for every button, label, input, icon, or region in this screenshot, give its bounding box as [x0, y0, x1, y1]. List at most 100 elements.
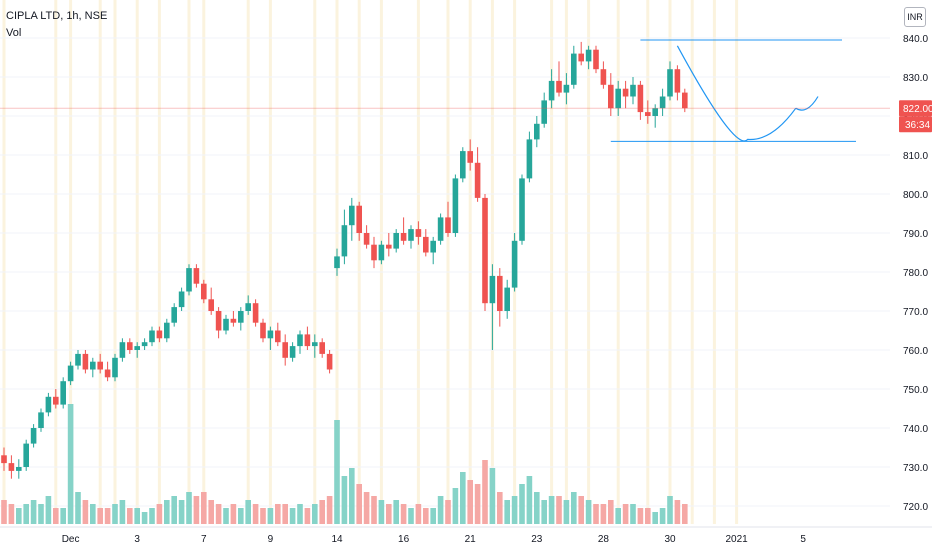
candle-body[interactable]: [60, 381, 66, 405]
candle-body[interactable]: [119, 342, 126, 358]
candle-body[interactable]: [430, 240, 436, 253]
candle-body[interactable]: [312, 342, 318, 347]
candle-body[interactable]: [400, 233, 407, 241]
candle-body[interactable]: [67, 365, 74, 382]
candle-body[interactable]: [326, 353, 333, 370]
candle-body[interactable]: [289, 346, 296, 358]
candle-body[interactable]: [600, 69, 607, 85]
candle-body[interactable]: [437, 217, 444, 241]
volume-indicator-label[interactable]: Vol: [6, 27, 22, 39]
candle-body[interactable]: [1, 455, 7, 464]
candle-body[interactable]: [652, 108, 658, 116]
candle-body[interactable]: [193, 268, 200, 284]
candle-body[interactable]: [674, 69, 681, 93]
candle-body[interactable]: [489, 275, 496, 304]
candle-body[interactable]: [201, 283, 207, 300]
candle-body[interactable]: [556, 80, 562, 93]
candle-body[interactable]: [423, 236, 429, 253]
candle-body[interactable]: [497, 275, 503, 311]
candle-body[interactable]: [319, 342, 325, 354]
candle-body[interactable]: [230, 318, 237, 323]
candle-body[interactable]: [682, 92, 688, 109]
candle-body[interactable]: [467, 151, 473, 163]
candle-body[interactable]: [393, 233, 399, 249]
candle-body[interactable]: [548, 80, 555, 101]
handle-projection-curve[interactable]: [795, 96, 819, 111]
candle-body[interactable]: [534, 123, 540, 140]
candle-body[interactable]: [615, 88, 621, 109]
cup-pattern-curve[interactable]: [676, 45, 797, 142]
candle-body[interactable]: [245, 303, 251, 311]
candle-body[interactable]: [415, 229, 422, 237]
candle-body[interactable]: [90, 361, 96, 370]
candle-body[interactable]: [630, 84, 636, 97]
candle-body[interactable]: [504, 287, 510, 311]
candle-body[interactable]: [363, 233, 370, 245]
candle-body[interactable]: [304, 334, 311, 347]
candle-body[interactable]: [585, 49, 592, 62]
candle-body[interactable]: [97, 361, 103, 370]
candle-body[interactable]: [637, 84, 644, 113]
candle-body[interactable]: [149, 330, 155, 343]
candle-body[interactable]: [141, 342, 148, 347]
candle-body[interactable]: [16, 467, 22, 471]
candle-body[interactable]: [519, 178, 525, 241]
candle-body[interactable]: [186, 268, 192, 292]
candle-body[interactable]: [45, 396, 52, 413]
candle-body[interactable]: [482, 197, 488, 304]
candle-body[interactable]: [622, 88, 629, 97]
candle-body[interactable]: [608, 84, 614, 109]
candle-body[interactable]: [38, 412, 44, 428]
candle-body[interactable]: [578, 53, 584, 62]
candle-body[interactable]: [460, 151, 466, 179]
candle-body[interactable]: [260, 322, 266, 339]
candle-body[interactable]: [474, 162, 481, 198]
candle-body[interactable]: [215, 311, 222, 331]
candle-body[interactable]: [238, 311, 244, 323]
candle-body[interactable]: [223, 318, 229, 331]
candle-body[interactable]: [282, 342, 288, 358]
candle-body[interactable]: [452, 178, 459, 233]
candle-body[interactable]: [208, 299, 214, 311]
candle-body[interactable]: [127, 342, 133, 350]
candle-body[interactable]: [334, 256, 340, 269]
candle-body[interactable]: [593, 49, 599, 70]
candle-body[interactable]: [164, 322, 170, 339]
candle-body[interactable]: [386, 244, 392, 249]
candle-body[interactable]: [75, 353, 81, 366]
candle-body[interactable]: [645, 112, 651, 116]
candle-body[interactable]: [659, 96, 666, 109]
candle-body[interactable]: [371, 244, 377, 261]
candle-body[interactable]: [156, 330, 163, 339]
candle-body[interactable]: [171, 307, 177, 323]
candle-body[interactable]: [23, 443, 29, 467]
candle-body[interactable]: [30, 428, 37, 444]
candle-body[interactable]: [349, 205, 355, 226]
symbol-title[interactable]: CIPLA LTD, 1h, NSE: [6, 10, 108, 22]
candle-body[interactable]: [511, 240, 518, 288]
candle-body[interactable]: [408, 229, 414, 241]
candle-body[interactable]: [267, 330, 274, 339]
candle-body[interactable]: [667, 69, 673, 97]
currency-badge[interactable]: INR: [904, 7, 926, 27]
candle-body[interactable]: [356, 205, 362, 233]
candle-body[interactable]: [82, 353, 89, 370]
candle-body[interactable]: [563, 84, 570, 93]
candle-body[interactable]: [275, 330, 281, 343]
candle-body[interactable]: [104, 369, 111, 378]
candle-body[interactable]: [526, 139, 533, 179]
candle-body[interactable]: [571, 53, 577, 85]
candle-body[interactable]: [112, 357, 118, 378]
candle-body[interactable]: [178, 291, 185, 308]
candle-body[interactable]: [252, 303, 259, 323]
candle-body[interactable]: [445, 217, 451, 233]
candle-body[interactable]: [341, 225, 348, 257]
candle-body[interactable]: [541, 100, 547, 124]
candle-body[interactable]: [8, 463, 15, 471]
candle-body[interactable]: [134, 346, 140, 350]
candle-body[interactable]: [378, 244, 385, 261]
candle-body[interactable]: [297, 334, 303, 347]
candle-body[interactable]: [53, 396, 59, 405]
